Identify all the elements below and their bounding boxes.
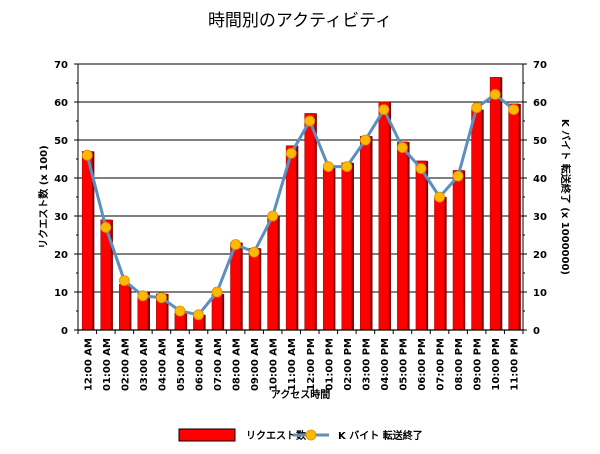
x-axis-title: アクセス時間 [271, 388, 331, 401]
y2-tick-label: 70 [533, 60, 547, 71]
legend-label-bar: リクエスト数 [246, 429, 307, 442]
x-tick-label: 05:00 AM [176, 338, 187, 391]
bar [322, 166, 334, 331]
x-tick-label: 04:00 AM [157, 338, 168, 391]
y2-tick-label: 20 [533, 250, 547, 261]
bar [415, 160, 427, 331]
line-point [471, 102, 483, 114]
bar [81, 151, 93, 331]
x-tick-label: 03:00 PM [361, 338, 372, 391]
line-point [174, 305, 186, 317]
line-point [359, 134, 371, 146]
line-point [81, 149, 93, 161]
line-point [285, 147, 297, 159]
bar [489, 77, 501, 331]
y-tick-label: 70 [54, 60, 68, 71]
x-tick-label: 12:00 PM [306, 338, 317, 391]
line-point [452, 170, 464, 182]
legend-swatch-marker [305, 429, 317, 441]
line-point [341, 161, 353, 173]
line-point [434, 191, 445, 203]
y-tick-label: 10 [54, 288, 68, 299]
y-tick-label: 0 [61, 326, 68, 337]
line-series [85, 92, 515, 317]
line-point [193, 309, 204, 321]
y2-tick-label: 50 [533, 136, 547, 147]
bar [267, 215, 279, 331]
chart-title: 時間別のアクティビティ [208, 11, 392, 31]
x-tick-label: 06:00 AM [195, 338, 206, 391]
x-tick-label: 10:00 PM [491, 338, 502, 391]
bar [471, 109, 482, 331]
line-point [508, 104, 520, 115]
legend-label-line: K バイト 転送終了 [338, 429, 423, 442]
bar [508, 103, 520, 331]
line-point [211, 286, 223, 298]
x-tick-label: 09:00 AM [250, 338, 261, 391]
x-tick-label: 08:00 AM [232, 338, 243, 391]
x-tick-label: 05:00 PM [398, 338, 409, 391]
bar [341, 162, 353, 331]
y2-tick-label: 10 [533, 288, 547, 299]
y-tick-label: 50 [54, 136, 68, 147]
x-tick-label: 09:00 PM [473, 338, 484, 391]
bar [397, 141, 408, 331]
line-point [267, 210, 279, 222]
line-point [397, 142, 408, 154]
x-tick-label: 02:00 AM [120, 338, 131, 391]
line-point [378, 104, 390, 115]
y2-tick-label: 60 [533, 98, 547, 109]
x-tick-label: 04:00 PM [380, 338, 391, 391]
bar [452, 170, 464, 331]
x-tick-label: 07:00 AM [213, 338, 224, 391]
y-tick-label: 20 [54, 250, 68, 261]
bar [285, 145, 297, 331]
x-tick-label: 12:00 AM [83, 338, 94, 391]
x-tick-label: 11:00 AM [287, 338, 298, 391]
line-point [100, 221, 112, 233]
x-tick-label: 01:00 AM [102, 338, 113, 391]
bar [304, 113, 316, 331]
y2-axis-title: K バイト 転送終了 (x 1000000) [559, 119, 572, 275]
y-tick-label: 60 [54, 98, 68, 109]
y2-tick-label: 0 [533, 326, 540, 337]
bar [434, 196, 445, 331]
bar [248, 248, 260, 331]
x-tick-label: 03:00 AM [139, 338, 150, 391]
y-tick-label: 30 [54, 212, 68, 223]
line-point [230, 239, 242, 250]
line-point [156, 292, 167, 304]
bar [378, 101, 390, 331]
bar [211, 293, 223, 331]
y-axis-title: リクエスト数 (x 100) [37, 145, 50, 248]
x-tick-label: 11:00 PM [510, 338, 521, 391]
legend-swatch-bar [178, 428, 236, 442]
x-tick-label: 06:00 PM [417, 338, 428, 391]
line-point [322, 161, 334, 173]
y2-tick-label: 30 [533, 212, 547, 223]
line-point [248, 246, 260, 258]
bar [119, 284, 130, 331]
x-tick-label: 07:00 PM [436, 338, 447, 391]
x-tick-label: 08:00 PM [454, 338, 465, 391]
line-point [489, 89, 501, 100]
line-point [415, 163, 427, 174]
x-tick-label: 02:00 PM [343, 338, 354, 391]
y-tick-label: 40 [54, 174, 68, 185]
line-point [137, 290, 149, 302]
line-point [118, 275, 130, 287]
line-point [304, 115, 316, 127]
x-tick-label: 01:00 PM [324, 338, 335, 391]
bar [360, 135, 371, 331]
x-tick-label: 10:00 AM [269, 338, 280, 391]
y2-tick-label: 40 [533, 174, 547, 185]
